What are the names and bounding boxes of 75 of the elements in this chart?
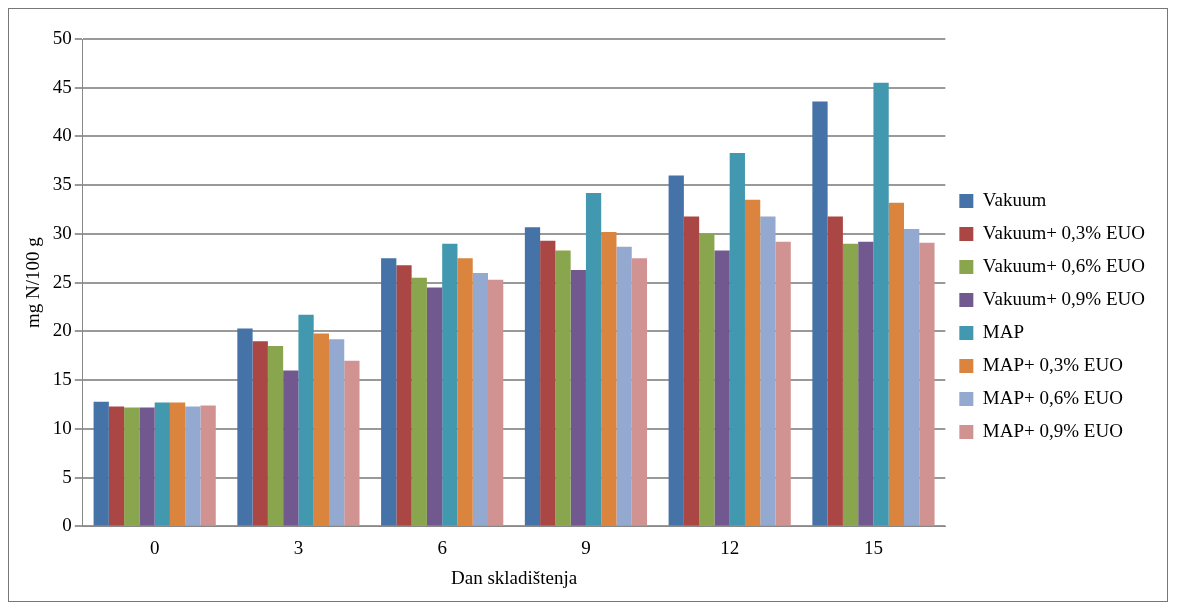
bar (555, 250, 571, 526)
bar (873, 82, 889, 526)
bar (426, 287, 443, 526)
bar (283, 370, 299, 526)
y-tick-label: 45 (52, 75, 72, 97)
bar (524, 227, 541, 526)
bar (812, 101, 828, 526)
x-tick-label: 15 (863, 536, 883, 558)
bar (904, 229, 920, 526)
bar (328, 339, 345, 526)
bar (381, 258, 397, 526)
bar (585, 193, 602, 526)
bar (919, 242, 935, 526)
x-tick-label: 0 (149, 536, 160, 558)
y-tick-label: 40 (52, 124, 72, 146)
bar (154, 402, 170, 526)
bar (169, 402, 186, 526)
legend-label: MAP+ 0,6% EUO (982, 386, 1123, 408)
legend-label: Vakuum (982, 188, 1047, 210)
y-tick-label: 25 (52, 270, 72, 292)
bar (200, 405, 216, 526)
y-tick-label: 15 (52, 368, 72, 390)
bar (252, 341, 268, 526)
bar (298, 314, 314, 526)
bar (540, 240, 556, 526)
x-tick-label: 9 (581, 536, 591, 558)
bar (237, 328, 253, 526)
bar (139, 407, 155, 526)
x-tick-label: 3 (293, 536, 304, 558)
bar (185, 406, 201, 526)
legend-label: Vakuum+ 0,3% EUO (982, 221, 1145, 243)
bar (744, 199, 761, 526)
bar (775, 241, 791, 526)
legend-label: Vakuum+ 0,6% EUO (982, 254, 1145, 276)
bar (472, 272, 489, 526)
bar (396, 265, 412, 526)
x-tick-label: 12 (720, 536, 740, 558)
bar (344, 360, 360, 526)
bar (457, 258, 473, 526)
y-tick-label: 10 (52, 416, 72, 438)
bar (729, 153, 745, 526)
legend-label: MAP+ 0,3% EUO (982, 353, 1123, 375)
bar (442, 243, 458, 526)
bar (683, 216, 700, 526)
y-tick-label: 5 (62, 465, 72, 487)
bar (842, 243, 859, 526)
bar (631, 258, 648, 526)
bar (124, 407, 140, 526)
bar (858, 241, 874, 526)
bar (601, 232, 617, 526)
bar (93, 401, 109, 526)
bar (108, 406, 125, 526)
y-axis-title: mg N/100 g (22, 236, 44, 329)
y-tick-label: 50 (52, 26, 72, 48)
legend-label: MAP (982, 320, 1025, 342)
legend-label: MAP+ 0,9% EUO (982, 419, 1123, 441)
bar (488, 279, 504, 526)
x-tick-label: 6 (437, 536, 447, 558)
legend-label: Vakuum+ 0,9% EUO (982, 287, 1145, 309)
bar (313, 333, 329, 526)
bar (699, 233, 715, 526)
bar (888, 202, 904, 526)
bar (714, 250, 730, 526)
bar (570, 270, 586, 526)
bar (668, 175, 684, 526)
x-axis-title: Dan skladištenja (451, 566, 578, 588)
bar (760, 216, 776, 526)
bar (827, 216, 843, 526)
bar (411, 277, 427, 526)
bar (616, 246, 632, 526)
y-tick-label: 30 (52, 221, 72, 243)
bar (267, 346, 284, 526)
y-tick-label: 0 (62, 514, 72, 536)
y-tick-label: 35 (52, 173, 72, 195)
y-tick-label: 20 (52, 319, 72, 341)
